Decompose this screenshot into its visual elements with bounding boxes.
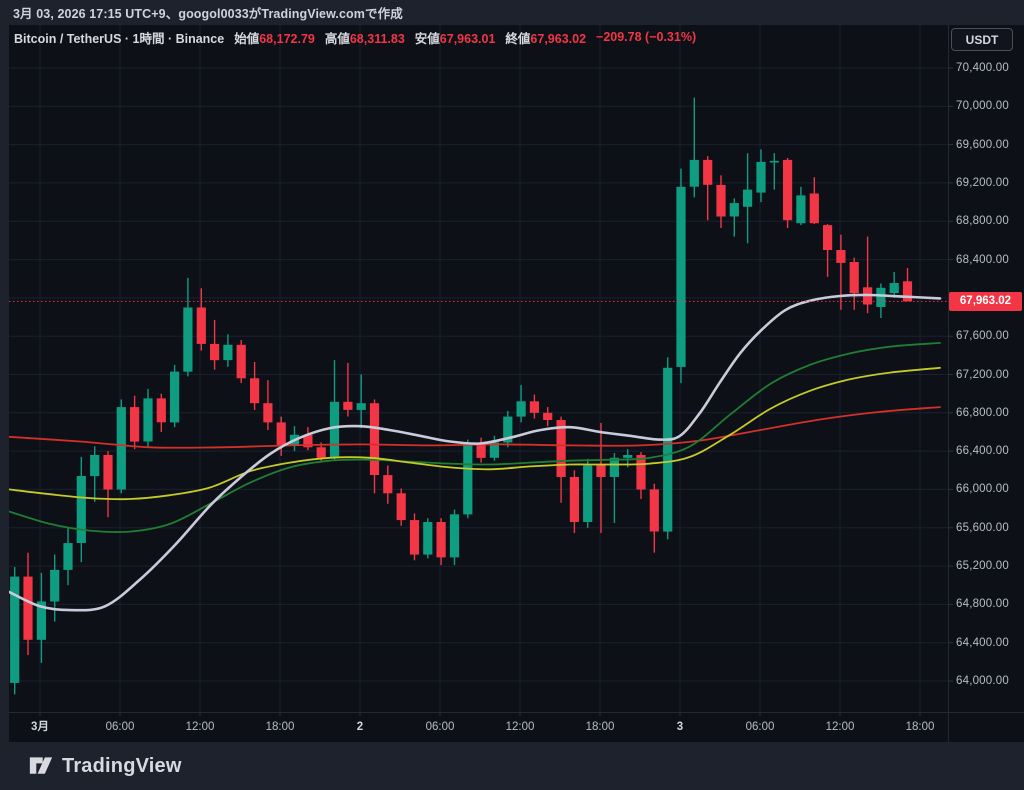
price-tick-label: 68,800.00 bbox=[956, 215, 1009, 227]
ohlc-values: 始値68,172.79 高値68,311.83 安値67,963.01 終値67,96… bbox=[224, 28, 586, 47]
symbol-title: Bitcoin / TetherUS · 1時間 · Binance bbox=[14, 31, 225, 46]
time-tick-label: 2 bbox=[356, 721, 364, 733]
price-tick-label: 70,000.00 bbox=[956, 100, 1009, 112]
time-tick-label: 3 bbox=[676, 721, 684, 733]
price-tick-label: 64,800.00 bbox=[956, 598, 1009, 610]
price-tick-label: 69,600.00 bbox=[956, 139, 1009, 151]
time-tick-label: 06:00 bbox=[425, 721, 455, 733]
price-tick-label: 66,000.00 bbox=[956, 483, 1009, 495]
time-tick-label: 18:00 bbox=[905, 721, 935, 733]
price-tick-label: 66,800.00 bbox=[956, 407, 1009, 419]
attribution-text: 3月 03, 2026 17:15 UTC+9、googol0033がTradi… bbox=[13, 7, 403, 21]
ma-lines bbox=[9, 293, 942, 612]
ohlc-pair: 高値68,311.83 bbox=[324, 31, 405, 46]
footer-bar: TradingView bbox=[0, 742, 1024, 790]
change-value: −209.78 (−0.31%) bbox=[596, 30, 697, 44]
time-tick-label: 3月 bbox=[31, 721, 49, 733]
price-tick-label: 65,200.00 bbox=[956, 560, 1009, 572]
ma-green bbox=[9, 342, 941, 534]
price-tick-label: 66,400.00 bbox=[956, 445, 1009, 457]
attribution-bar: 3月 03, 2026 17:15 UTC+9、googol0033がTradi… bbox=[0, 0, 1024, 25]
time-tick-label: 18:00 bbox=[585, 721, 615, 733]
time-axis-separator bbox=[0, 712, 1024, 713]
price-tick-label: 65,600.00 bbox=[956, 522, 1009, 534]
grid bbox=[9, 25, 953, 716]
ohlc-pair: 始値68,172.79 bbox=[234, 31, 315, 46]
tradingview-logo-text: TradingView bbox=[62, 754, 182, 777]
price-axis-separator bbox=[948, 25, 949, 742]
time-tick-label: 12:00 bbox=[185, 721, 215, 733]
ohlc-pair: 安値67,963.01 bbox=[414, 31, 496, 46]
time-tick-label: 18:00 bbox=[265, 721, 295, 733]
currency-button[interactable]: USDT bbox=[951, 28, 1013, 51]
price-tick-label: 67,600.00 bbox=[956, 330, 1009, 342]
time-tick-label: 12:00 bbox=[505, 721, 535, 733]
price-tick-label: 69,200.00 bbox=[956, 177, 1009, 189]
price-tick-label: 64,000.00 bbox=[956, 675, 1009, 687]
time-tick-label: 06:00 bbox=[745, 721, 775, 733]
symbol-legend[interactable]: Bitcoin / TetherUS · 1時間 · Binance 始値68,… bbox=[14, 28, 697, 47]
ohlc-pair: 終値67,963.02 bbox=[505, 31, 587, 46]
left-edge-strip bbox=[0, 25, 9, 742]
price-tick-label: 68,400.00 bbox=[956, 254, 1009, 266]
time-tick-label: 12:00 bbox=[825, 721, 855, 733]
price-tick-label: 70,400.00 bbox=[956, 62, 1009, 74]
price-tick-label: 64,400.00 bbox=[956, 637, 1009, 649]
tradingview-logo[interactable]: TradingView bbox=[29, 755, 182, 778]
price-tick-label: 67,200.00 bbox=[956, 369, 1009, 381]
ma-yellow bbox=[9, 366, 941, 501]
candles bbox=[10, 97, 913, 695]
ma-white bbox=[9, 293, 942, 612]
last-price-tag: 67,963.02 bbox=[949, 292, 1022, 311]
ma-red bbox=[9, 406, 941, 449]
time-tick-label: 06:00 bbox=[105, 721, 135, 733]
tradingview-logo-icon bbox=[29, 757, 53, 774]
